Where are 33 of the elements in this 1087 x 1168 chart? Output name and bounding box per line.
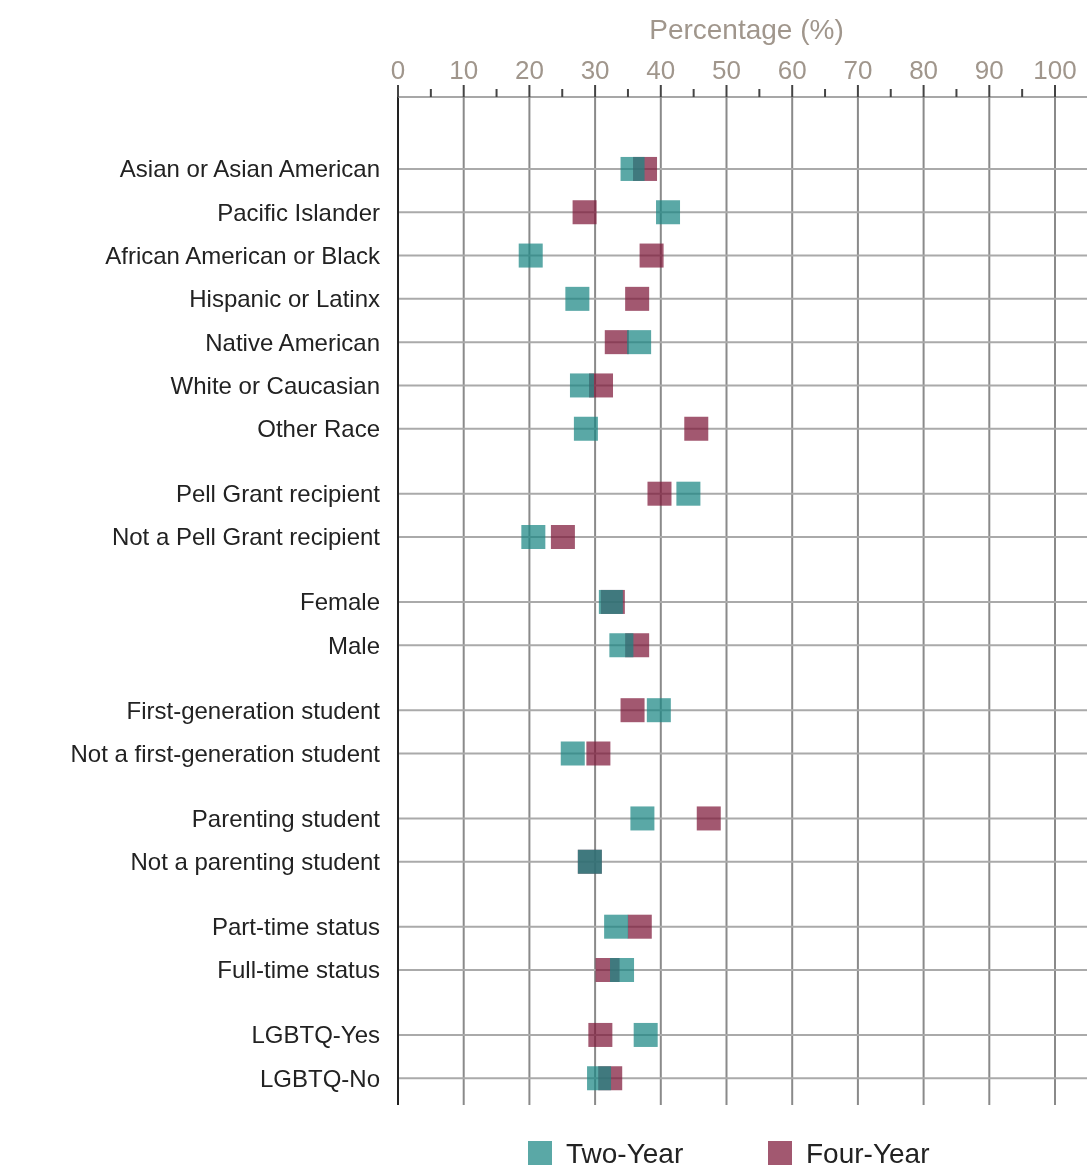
x-tick-label: 40 bbox=[646, 55, 676, 85]
x-tick-label: 30 bbox=[580, 55, 610, 85]
y-tick-label: African American or Black bbox=[105, 241, 381, 269]
x-tick-label: 60 bbox=[777, 55, 807, 85]
y-tick-label: Not a parenting student bbox=[130, 848, 381, 876]
y-tick-label: First-generation student bbox=[126, 696, 381, 724]
x-tick-label: 70 bbox=[843, 55, 873, 85]
y-tick-label: Male bbox=[327, 631, 380, 659]
y-tick-label: Other Race bbox=[257, 415, 380, 443]
y-tick-label: Not a Pell Grant recipient bbox=[111, 523, 381, 551]
y-tick-label: Female bbox=[299, 588, 380, 616]
y-tick-label: LGBTQ-No bbox=[259, 1064, 380, 1092]
y-tick-label: Hispanic or Latinx bbox=[189, 285, 380, 313]
y-tick-label: Full-time status bbox=[217, 956, 380, 984]
y-tick-label: LGBTQ-Yes bbox=[251, 1021, 380, 1049]
x-tick-label: 0 bbox=[390, 55, 406, 85]
x-tick-label: 10 bbox=[449, 55, 479, 85]
y-tick-label: Not a first-generation student bbox=[70, 739, 381, 767]
x-tick-label: 80 bbox=[909, 55, 939, 85]
y-tick-label: White or Caucasian bbox=[170, 371, 380, 399]
legend-label: Two-Year bbox=[566, 1137, 684, 1168]
x-axis-title: Percentage (%) bbox=[649, 14, 844, 45]
x-tick-label: 100 bbox=[1033, 55, 1077, 85]
y-tick-label: Part-time status bbox=[211, 913, 380, 941]
x-tick-label: 90 bbox=[974, 55, 1004, 85]
y-tick-label: Asian or Asian American bbox=[119, 155, 380, 183]
y-tick-label: Pell Grant recipient bbox=[175, 480, 381, 508]
y-tick-label: Parenting student bbox=[191, 804, 381, 832]
x-tick-label: 20 bbox=[514, 55, 544, 85]
y-tick-label: Pacific Islander bbox=[217, 198, 380, 226]
legend-label: Four-Year bbox=[806, 1137, 930, 1168]
x-tick-label: 50 bbox=[712, 55, 741, 85]
y-tick-label: Native American bbox=[205, 328, 380, 356]
